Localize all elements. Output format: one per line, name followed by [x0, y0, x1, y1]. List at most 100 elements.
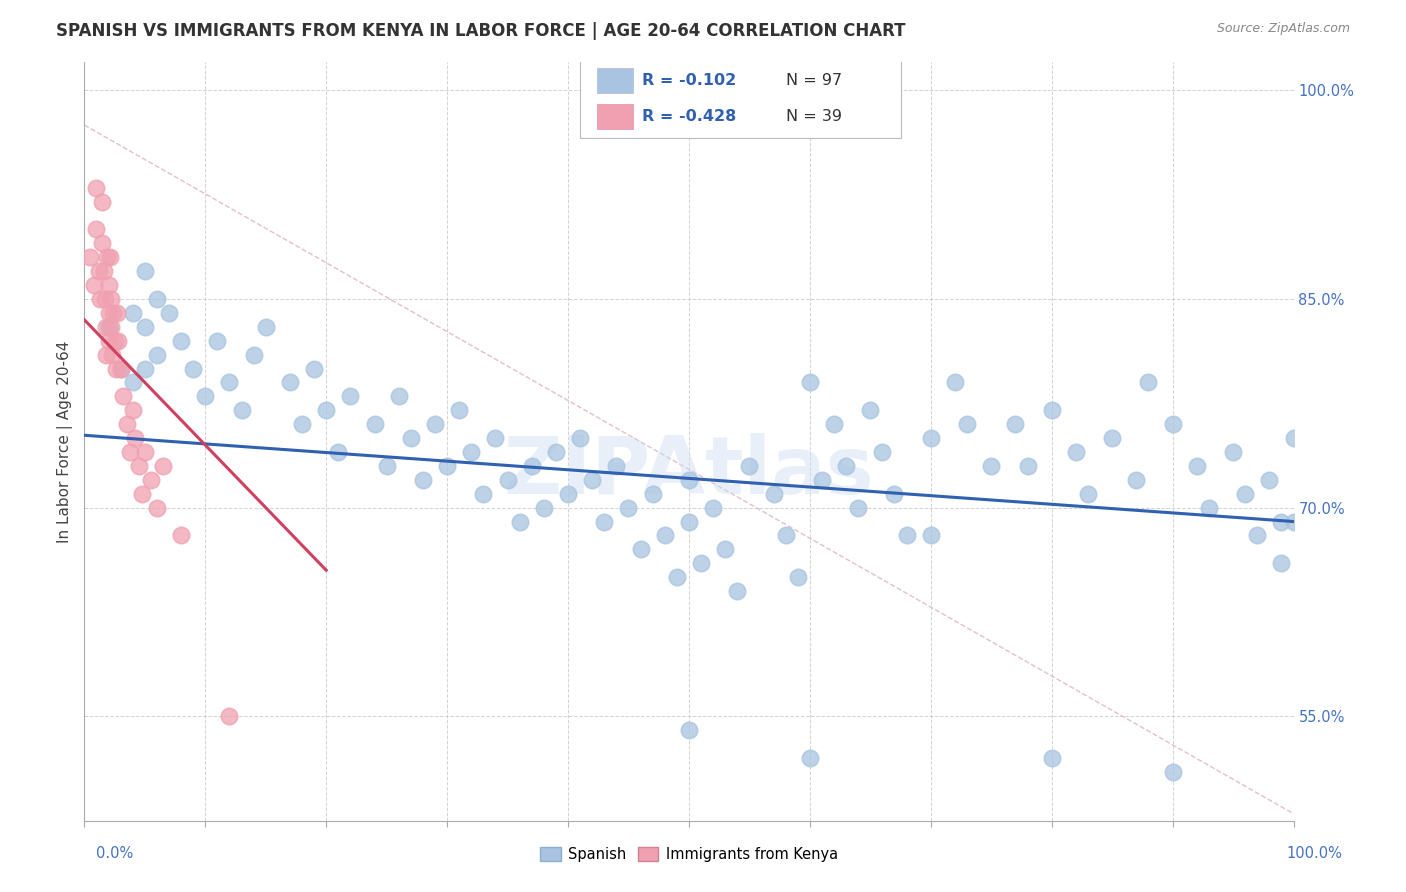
Point [103, 306, 125, 320]
Point [86, 180, 108, 194]
Point [738, 458, 761, 473]
Point [460, 445, 482, 459]
Point [1040, 751, 1063, 765]
Point [96, 250, 118, 264]
Point [1137, 376, 1160, 390]
Point [630, 542, 652, 557]
Point [786, 570, 808, 584]
Point [1282, 515, 1305, 529]
Point [104, 361, 127, 376]
Point [134, 264, 156, 278]
Point [956, 417, 979, 432]
Point [146, 348, 169, 362]
Point [1101, 431, 1123, 445]
Point [328, 445, 350, 459]
Point [690, 556, 713, 570]
Point [859, 403, 882, 417]
Point [375, 458, 398, 473]
Point [94, 319, 117, 334]
Point [980, 458, 1002, 473]
Point [799, 751, 821, 765]
Y-axis label: In Labor Force | Age 20-64: In Labor Force | Age 20-64 [58, 341, 73, 542]
Point [254, 319, 277, 334]
Point [101, 348, 124, 362]
Point [1064, 445, 1087, 459]
Point [207, 334, 229, 348]
Point [170, 528, 193, 542]
Point [1161, 764, 1184, 779]
Point [1198, 500, 1220, 515]
Point [472, 486, 495, 500]
Point [86, 222, 108, 236]
Point [496, 473, 519, 487]
Point [91, 236, 114, 251]
Point [97, 334, 120, 348]
Point [146, 500, 169, 515]
Point [423, 417, 446, 432]
Point [231, 403, 253, 417]
Point [1125, 473, 1147, 487]
Legend: Spanish, Immigrants from Kenya: Spanish, Immigrants from Kenya [534, 841, 844, 868]
Text: 0.0%: 0.0% [96, 847, 132, 861]
Point [98, 250, 121, 264]
Point [97, 319, 120, 334]
Point [121, 403, 143, 417]
Point [83, 278, 105, 293]
Point [1270, 515, 1292, 529]
Point [152, 458, 174, 473]
Point [291, 417, 314, 432]
Point [104, 334, 127, 348]
Point [181, 361, 204, 376]
Point [714, 542, 737, 557]
Point [1040, 403, 1063, 417]
Point [823, 417, 845, 432]
Point [107, 334, 129, 348]
Point [835, 458, 858, 473]
Point [105, 306, 128, 320]
Text: Source: ZipAtlas.com: Source: ZipAtlas.com [1216, 22, 1350, 36]
Point [124, 431, 146, 445]
Point [115, 417, 138, 432]
Point [593, 515, 616, 529]
Point [520, 458, 543, 473]
Point [218, 709, 240, 723]
Point [1004, 417, 1026, 432]
Point [665, 570, 688, 584]
Point [93, 264, 115, 278]
Point [449, 403, 471, 417]
Point [110, 361, 132, 376]
Point [134, 361, 156, 376]
Point [128, 458, 150, 473]
Point [654, 528, 676, 542]
Point [134, 319, 156, 334]
Text: SPANISH VS IMMIGRANTS FROM KENYA IN LABOR FORCE | AGE 20-64 CORRELATION CHART: SPANISH VS IMMIGRANTS FROM KENYA IN LABO… [56, 22, 905, 40]
Point [896, 528, 918, 542]
Point [883, 486, 905, 500]
Point [170, 334, 193, 348]
Point [112, 389, 135, 403]
Point [872, 445, 894, 459]
Point [302, 361, 325, 376]
Point [702, 500, 724, 515]
Point [509, 515, 531, 529]
Point [557, 486, 579, 500]
Point [79, 250, 101, 264]
Point [678, 723, 700, 738]
Point [678, 515, 700, 529]
Point [94, 292, 117, 306]
Point [194, 389, 217, 403]
Point [581, 473, 603, 487]
Point [242, 348, 264, 362]
Point [89, 292, 111, 306]
Point [1222, 445, 1244, 459]
Point [617, 500, 640, 515]
Point [1270, 556, 1292, 570]
Point [146, 292, 169, 306]
Text: ZIPAtlas: ZIPAtlas [503, 433, 875, 511]
Point [762, 486, 785, 500]
Point [315, 403, 337, 417]
Point [569, 431, 592, 445]
Point [121, 376, 143, 390]
Point [725, 584, 748, 599]
Point [120, 445, 142, 459]
